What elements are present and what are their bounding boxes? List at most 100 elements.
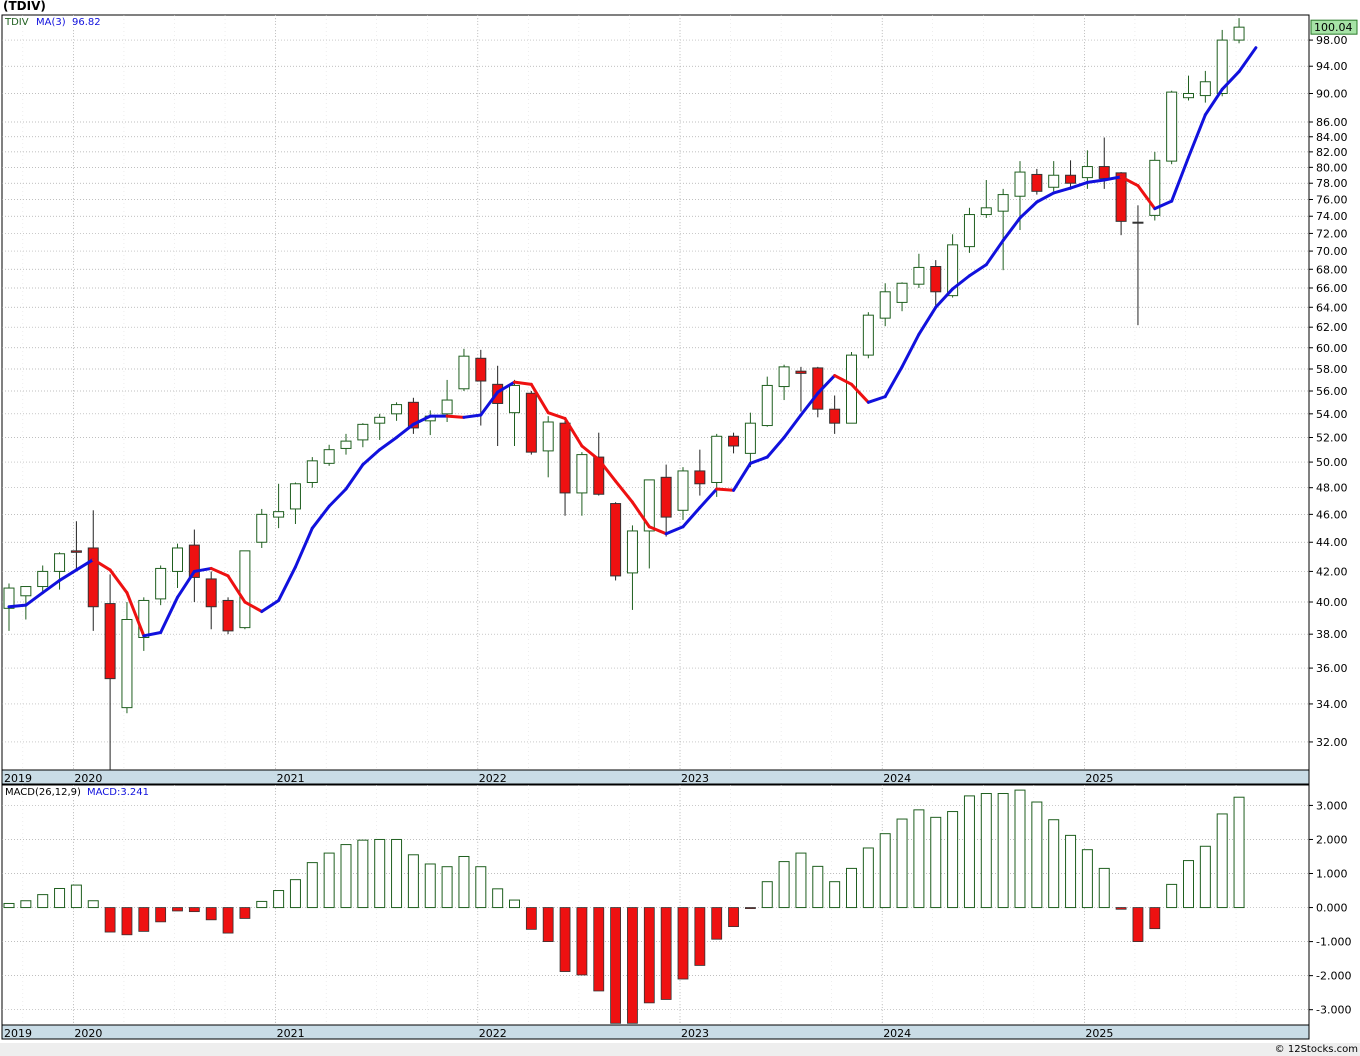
ma3-line-segment [395, 422, 415, 439]
ma3-line-segment [833, 374, 853, 386]
ma3-line-segment [529, 382, 550, 415]
macd-panel-frame [1, 784, 1310, 1026]
price-y-tick-label: 86.00 [1316, 116, 1348, 129]
ma3-line-segment [900, 332, 921, 369]
candle-body [744, 422, 756, 454]
ma3-line-segment [1052, 186, 1073, 195]
price-x-tick-label: 2025 [1085, 772, 1113, 785]
candle-body [593, 456, 605, 495]
candle-body [559, 422, 571, 494]
ma3-line-segment [260, 598, 281, 613]
macd-y-tick-label: 2.000 [1316, 833, 1348, 846]
macd-bar [172, 907, 183, 912]
ma3-line-segment [546, 411, 567, 420]
price-y-tick-label: 52.00 [1316, 431, 1348, 444]
ma3-line-segment [91, 558, 112, 572]
price-y-tick-label: 42.00 [1316, 565, 1348, 578]
ma3-line-segment [1035, 191, 1056, 204]
macd-bar [1216, 813, 1228, 909]
candle-body [1183, 92, 1194, 99]
candle-body [357, 423, 369, 441]
ma3-line-segment [1069, 180, 1089, 190]
macd-bar [323, 852, 335, 909]
price-y-tick-label: 62.00 [1316, 321, 1348, 334]
macd-y-tick-label: -2.000 [1316, 970, 1351, 983]
macd-bar [997, 793, 1009, 909]
ma3-line-segment [462, 413, 483, 419]
candle-body [997, 194, 1009, 212]
candle-body [1081, 166, 1093, 179]
price-x-tick-label: 2019 [4, 772, 32, 785]
candle-body [172, 547, 183, 572]
candle-body [930, 266, 942, 293]
ma3-line-segment [967, 263, 988, 278]
ma3-line-segment [1102, 175, 1123, 182]
macd-x-tick-label: 2023 [681, 1027, 709, 1040]
candle-body [626, 530, 638, 574]
candle-body [862, 314, 874, 356]
price-y-tick-label: 50.00 [1316, 456, 1348, 469]
macd-x-tick-label: 2019 [4, 1027, 32, 1040]
macd-bar [391, 838, 403, 909]
ma3-line-segment [327, 487, 348, 508]
candle-body [273, 511, 285, 518]
candle-body [913, 266, 925, 285]
macd-bar [660, 907, 672, 1000]
macd-bar [1065, 834, 1077, 909]
ma3-line-segment [732, 461, 752, 492]
ma3-line-segment [41, 578, 62, 595]
macd-bar [475, 866, 487, 909]
ma3-line-segment [293, 526, 314, 569]
candle-body [1216, 39, 1228, 94]
price-panel-frame [1, 14, 1310, 771]
macd-bar [728, 907, 739, 928]
price-x-tick-label: 2024 [883, 772, 911, 785]
macd-bar [610, 907, 621, 1024]
macd-bar [1081, 849, 1093, 909]
candle-body [711, 435, 723, 483]
candle-body [458, 355, 470, 390]
candle-body [256, 513, 268, 543]
ma3-line-segment [142, 631, 163, 638]
macd-bar [1014, 789, 1026, 909]
macd-bar [593, 907, 605, 992]
candle-body [239, 550, 251, 629]
macd-bar [273, 890, 285, 909]
macd-bar [542, 907, 554, 942]
ma3-line-segment [630, 500, 651, 529]
price-y-tick-label: 56.00 [1316, 385, 1348, 398]
ma3-line-segment [681, 506, 702, 529]
candle-body [323, 449, 335, 464]
ma3-line-segment [1085, 178, 1106, 184]
macd-bar [677, 907, 689, 980]
macd-y-tick-label: 0.000 [1316, 902, 1348, 915]
macd-bar [104, 907, 116, 933]
price-y-tick-label: 82.00 [1316, 146, 1348, 159]
macd-bar [340, 844, 352, 909]
candle-body [205, 578, 217, 608]
candle-body [896, 282, 908, 303]
macd-bar [1183, 860, 1194, 909]
macd-x-tick-label: 2024 [883, 1027, 911, 1040]
macd-x-tick-label: 2022 [479, 1027, 507, 1040]
candle-body [1031, 173, 1043, 192]
macd-bar [1199, 845, 1211, 909]
macd-bar [525, 907, 537, 930]
candle-body [1166, 91, 1178, 162]
ma3-line-segment [951, 274, 971, 291]
ma3-line-segment [917, 305, 938, 336]
macd-bar [87, 900, 99, 909]
ma3-line-segment [1001, 216, 1022, 242]
ma3-line-segment [378, 435, 399, 452]
ma3-line-segment [1018, 200, 1039, 220]
candle-body [1048, 174, 1060, 188]
price-y-tick-label: 36.00 [1316, 662, 1348, 675]
ma3-line-segment [310, 504, 331, 530]
price-y-tick-label: 70.00 [1316, 245, 1348, 258]
ma3-line-segment [445, 414, 466, 419]
price-y-tick-label: 78.00 [1316, 177, 1348, 190]
price-x-axis-band [1, 769, 1310, 785]
price-y-tick-label: 48.00 [1316, 482, 1348, 495]
ma3-line-segment [209, 566, 230, 578]
ma3-line-segment [715, 487, 736, 492]
